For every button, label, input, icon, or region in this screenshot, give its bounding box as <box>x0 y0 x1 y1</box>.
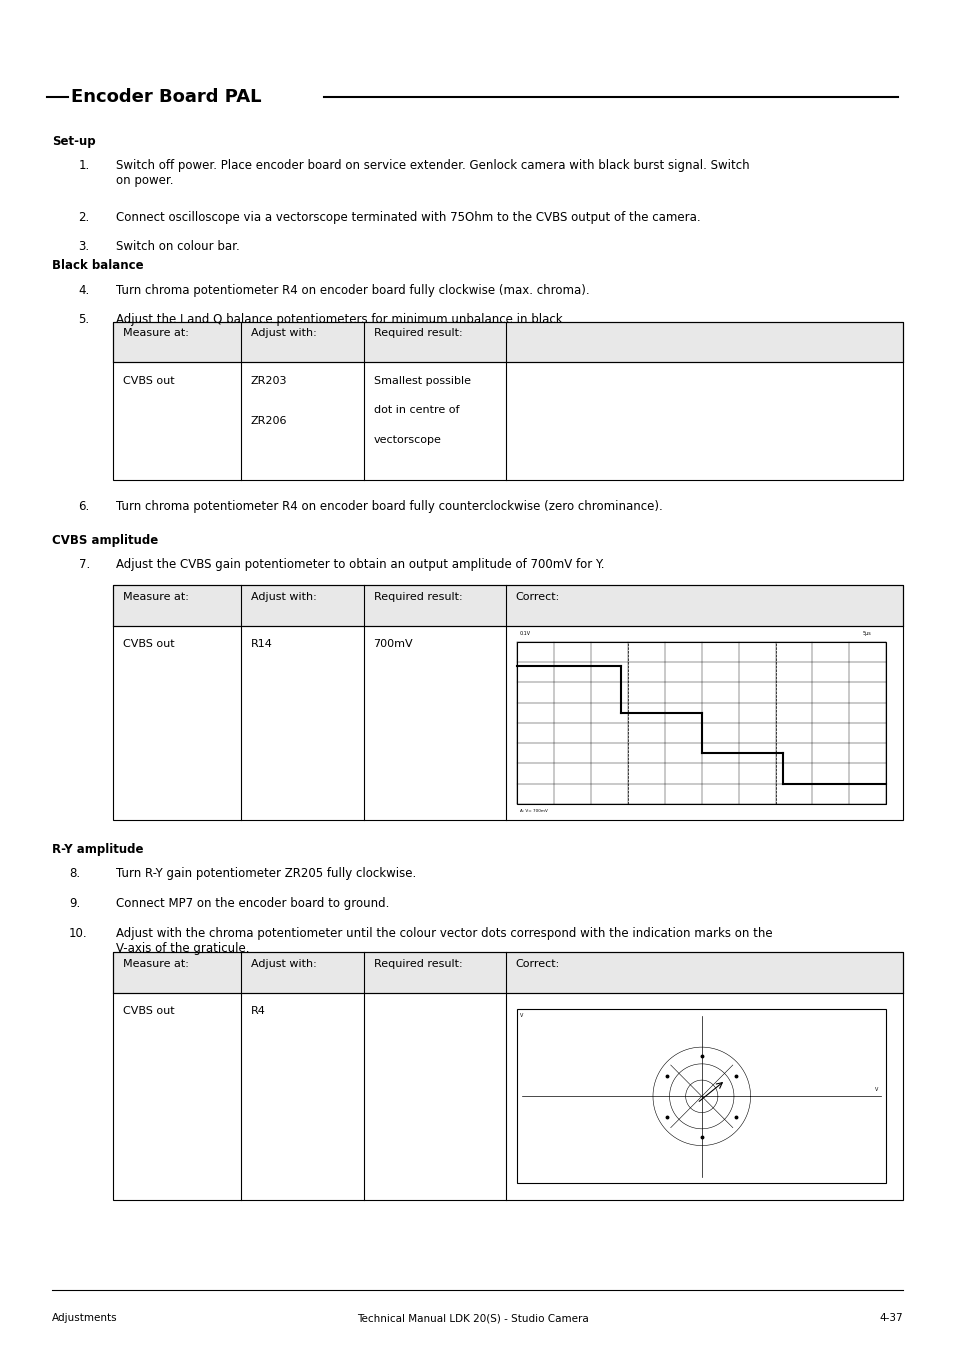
Bar <box>113 952 902 993</box>
Bar <box>113 322 902 362</box>
Text: V: V <box>874 1088 878 1092</box>
Text: ZR206: ZR206 <box>251 416 287 426</box>
Text: 8.: 8. <box>69 867 80 881</box>
Text: vectorscope: vectorscope <box>374 435 441 444</box>
Text: Required result:: Required result: <box>374 592 461 601</box>
Text: Adjust with:: Adjust with: <box>251 328 316 338</box>
Text: Turn chroma potentiometer R4 on encoder board fully clockwise (max. chroma).: Turn chroma potentiometer R4 on encoder … <box>116 284 589 297</box>
Text: Adjust with:: Adjust with: <box>251 959 316 969</box>
Text: Measure at:: Measure at: <box>123 592 189 601</box>
Bar <box>113 585 902 626</box>
Bar <box>517 1009 885 1183</box>
Text: Smallest possible: Smallest possible <box>374 376 470 385</box>
Text: 6.: 6. <box>78 500 90 513</box>
Text: Adjust with:: Adjust with: <box>251 592 316 601</box>
Text: 4.: 4. <box>78 284 90 297</box>
Text: Adjust with the chroma potentiometer until the colour vector dots correspond wit: Adjust with the chroma potentiometer unt… <box>116 927 772 955</box>
Text: 5.: 5. <box>78 313 90 327</box>
Text: Adjustments: Adjustments <box>52 1313 117 1323</box>
Text: Measure at:: Measure at: <box>123 328 189 338</box>
Text: Switch off power. Place encoder board on service extender. Genlock camera with b: Switch off power. Place encoder board on… <box>116 159 749 188</box>
Text: 2.: 2. <box>78 211 90 224</box>
Text: 9.: 9. <box>69 897 80 911</box>
Text: Set-up: Set-up <box>52 135 95 149</box>
Text: CVBS out: CVBS out <box>123 376 174 385</box>
Text: Turn R-Y gain potentiometer ZR205 fully clockwise.: Turn R-Y gain potentiometer ZR205 fully … <box>116 867 416 881</box>
Text: Adjust the CVBS gain potentiometer to obtain an output amplitude of 700mV for Y.: Adjust the CVBS gain potentiometer to ob… <box>116 558 604 571</box>
Text: CVBS out: CVBS out <box>123 639 174 648</box>
Text: Connect oscilloscope via a vectorscope terminated with 75Ohm to the CVBS output : Connect oscilloscope via a vectorscope t… <box>116 211 700 224</box>
Text: Switch on colour bar.: Switch on colour bar. <box>116 240 240 254</box>
Text: CVBS out: CVBS out <box>123 1006 174 1016</box>
Text: 10.: 10. <box>69 927 88 940</box>
Text: R-Y amplitude: R-Y amplitude <box>52 843 143 857</box>
Text: V: V <box>519 1013 523 1019</box>
Text: Technical Manual LDK 20(S) - Studio Camera: Technical Manual LDK 20(S) - Studio Came… <box>356 1313 588 1323</box>
Text: CVBS amplitude: CVBS amplitude <box>52 534 158 547</box>
Text: 1.: 1. <box>78 159 90 173</box>
Text: Black balance: Black balance <box>52 259 144 273</box>
Text: Correct:: Correct: <box>515 592 559 601</box>
Text: 5μs: 5μs <box>862 631 870 636</box>
Bar <box>517 642 885 804</box>
Text: 700mV: 700mV <box>374 639 413 648</box>
Bar <box>113 952 902 1200</box>
Text: Adjust the I and Q balance potentiometers for minimum unbalance in black.: Adjust the I and Q balance potentiometer… <box>116 313 566 327</box>
Text: 3.: 3. <box>78 240 90 254</box>
Text: 0.1V: 0.1V <box>518 631 530 636</box>
Bar <box>113 585 902 820</box>
Text: Required result:: Required result: <box>374 328 461 338</box>
Text: Connect MP7 on the encoder board to ground.: Connect MP7 on the encoder board to grou… <box>116 897 389 911</box>
Text: Measure at:: Measure at: <box>123 959 189 969</box>
Text: R14: R14 <box>251 639 273 648</box>
Text: 7.: 7. <box>78 558 90 571</box>
Text: Turn chroma potentiometer R4 on encoder board fully counterclockwise (zero chrom: Turn chroma potentiometer R4 on encoder … <box>116 500 662 513</box>
Text: R4: R4 <box>251 1006 265 1016</box>
Text: ZR203: ZR203 <box>251 376 287 385</box>
Text: Encoder Board PAL: Encoder Board PAL <box>71 88 261 107</box>
Text: dot in centre of: dot in centre of <box>374 405 458 415</box>
Text: A: V= 700mV: A: V= 700mV <box>519 809 547 813</box>
Text: Correct:: Correct: <box>515 959 559 969</box>
Text: Required result:: Required result: <box>374 959 461 969</box>
Bar <box>113 322 902 480</box>
Text: 4-37: 4-37 <box>879 1313 902 1323</box>
